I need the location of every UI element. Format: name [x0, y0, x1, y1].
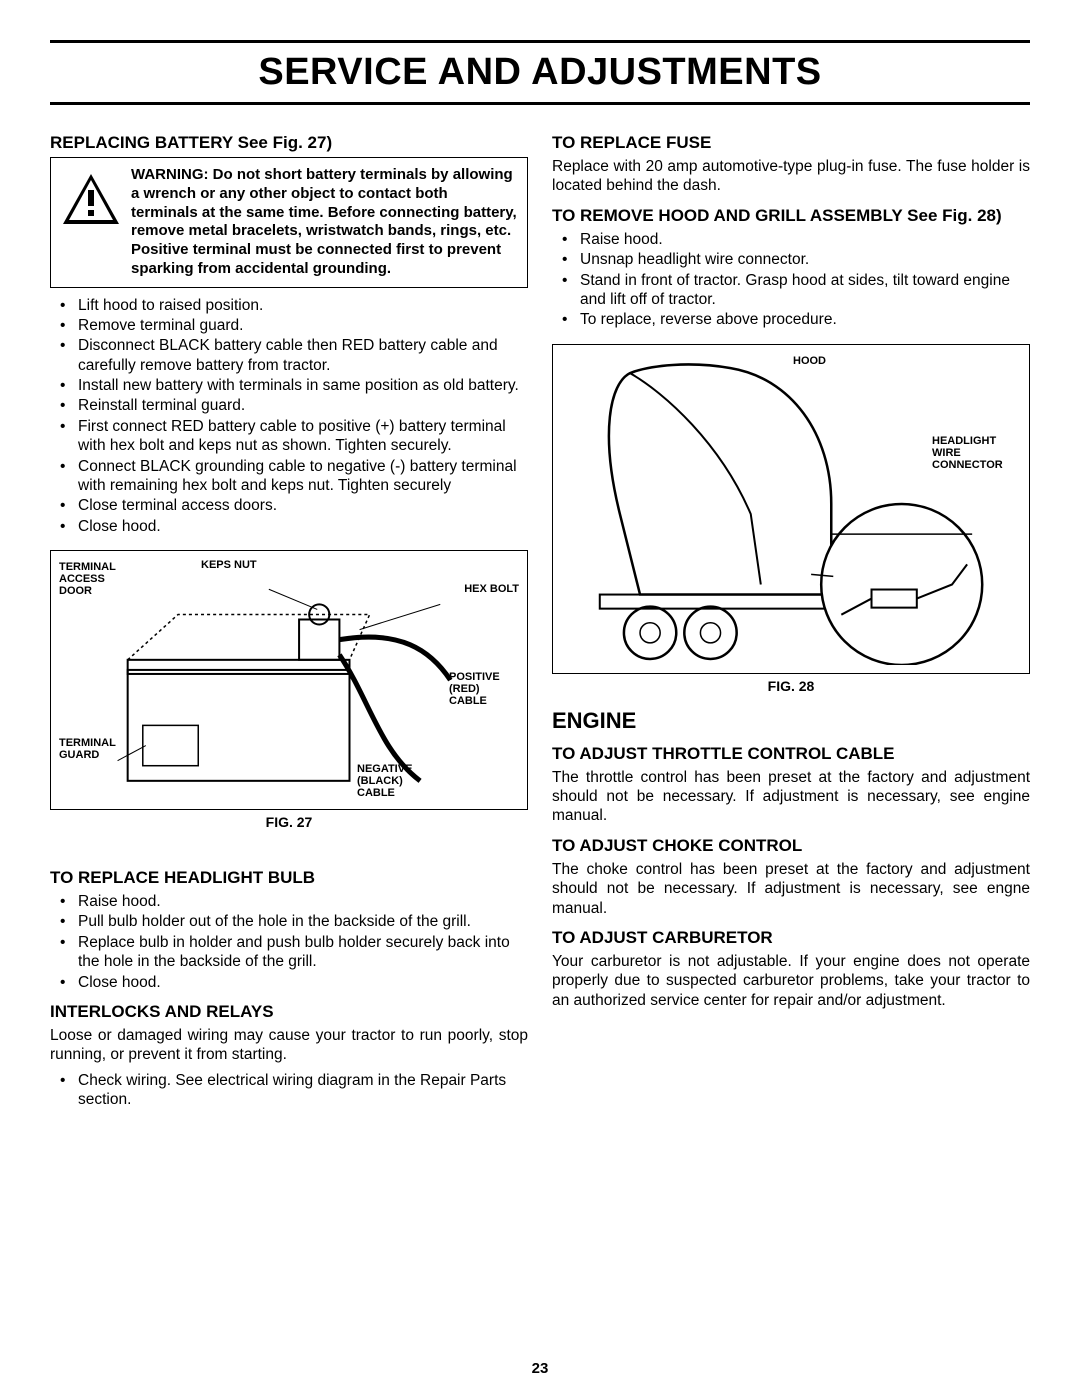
fig27-label-keps-nut: KEPS NUT — [201, 559, 257, 571]
headlight-steps-list: Raise hood. Pull bulb holder out of the … — [50, 892, 528, 992]
heading-fuse: TO REPLACE FUSE — [552, 133, 1030, 153]
list-item: Unsnap headlight wire connector. — [552, 250, 1030, 269]
choke-para: The choke control has been preset at the… — [552, 860, 1030, 918]
fuse-para: Replace with 20 amp automotive-type plug… — [552, 157, 1030, 196]
figure-27-caption: FIG. 27 — [50, 814, 528, 830]
figure-28-svg — [561, 353, 1021, 665]
bottom-rule — [50, 102, 1030, 105]
heading-carb: TO ADJUST CARBURETOR — [552, 928, 1030, 948]
right-column: TO REPLACE FUSE Replace with 20 amp auto… — [552, 123, 1030, 1117]
list-item: First connect RED battery cable to posit… — [50, 417, 528, 456]
list-item: Reinstall terminal guard. — [50, 396, 528, 415]
fig27-label-negative-cable: NEGATIVE (BLACK) CABLE — [357, 763, 427, 799]
list-item: Stand in front of tractor. Grasp hood at… — [552, 271, 1030, 310]
figure-28-box: HOOD HEADLIGHT WIRE CONNECTOR — [552, 344, 1030, 674]
list-item: Replace bulb in holder and push bulb hol… — [50, 933, 528, 972]
carb-para: Your carburetor is not adjustable. If yo… — [552, 952, 1030, 1010]
figure-27-box: TERMINAL ACCESS DOOR KEPS NUT HEX BOLT P… — [50, 550, 528, 810]
top-rule — [50, 40, 1030, 43]
left-column: REPLACING BATTERY See Fig. 27) WARNING: … — [50, 123, 528, 1117]
fig27-label-terminal-access-door: TERMINAL ACCESS DOOR — [59, 561, 129, 597]
list-item: Disconnect BLACK battery cable then RED … — [50, 336, 528, 375]
battery-steps-list: Lift hood to raised position. Remove ter… — [50, 296, 528, 537]
content-columns: REPLACING BATTERY See Fig. 27) WARNING: … — [50, 123, 1030, 1117]
list-item: Pull bulb holder out of the hole in the … — [50, 912, 528, 931]
page-title: SERVICE AND ADJUSTMENTS — [50, 49, 1030, 96]
throttle-para: The throttle control has been preset at … — [552, 768, 1030, 826]
list-item: Lift hood to raised position. — [50, 296, 528, 315]
heading-hood: TO REMOVE HOOD AND GRILL ASSEMBLY See Fi… — [552, 206, 1030, 226]
page-number: 23 — [0, 1360, 1080, 1377]
fig27-label-hex-bolt: HEX BOLT — [464, 583, 519, 595]
interlocks-para: Loose or damaged wiring may cause your t… — [50, 1026, 528, 1065]
list-item: Close hood. — [50, 973, 528, 992]
list-item: To replace, reverse above procedure. — [552, 310, 1030, 329]
list-item: Raise hood. — [552, 230, 1030, 249]
list-item: Connect BLACK grounding cable to negativ… — [50, 457, 528, 496]
list-item: Check wiring. See electrical wiring diag… — [50, 1071, 528, 1110]
heading-choke: TO ADJUST CHOKE CONTROL — [552, 836, 1030, 856]
heading-interlocks: INTERLOCKS AND RELAYS — [50, 1002, 528, 1022]
heading-throttle: TO ADJUST THROTTLE CONTROL CABLE — [552, 744, 1030, 764]
fig28-label-headlight-wire-connector: HEADLIGHT WIRE CONNECTOR — [932, 435, 1017, 471]
hood-steps-list: Raise hood. Unsnap headlight wire connec… — [552, 230, 1030, 330]
list-item: Close hood. — [50, 517, 528, 536]
list-item: Close terminal access doors. — [50, 496, 528, 515]
list-item: Raise hood. — [50, 892, 528, 911]
fig27-label-positive-cable: POSITIVE (RED) CABLE — [449, 671, 519, 707]
heading-replacing-battery: REPLACING BATTERY See Fig. 27) — [50, 133, 528, 153]
warning-text: WARNING: Do not short battery terminals … — [131, 166, 517, 279]
fig28-label-hood: HOOD — [793, 355, 826, 367]
figure-28-caption: FIG. 28 — [552, 678, 1030, 694]
warning-icon — [61, 172, 121, 232]
fig27-label-terminal-guard: TERMINAL GUARD — [59, 737, 129, 761]
warning-box: WARNING: Do not short battery terminals … — [50, 157, 528, 288]
heading-headlight: TO REPLACE HEADLIGHT BULB — [50, 868, 528, 888]
list-item: Install new battery with terminals in sa… — [50, 376, 528, 395]
interlocks-steps-list: Check wiring. See electrical wiring diag… — [50, 1071, 528, 1110]
heading-engine: ENGINE — [552, 708, 1030, 734]
list-item: Remove terminal guard. — [50, 316, 528, 335]
